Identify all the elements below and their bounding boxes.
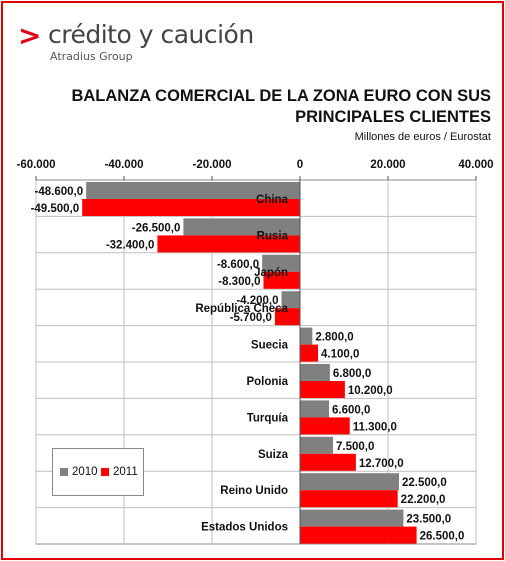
x-tick-label: -20.000 — [192, 159, 231, 171]
data-label-2010: 22.500,0 — [402, 477, 447, 489]
x-tick-label: 0 — [297, 159, 303, 171]
category-label: Turquía — [247, 412, 289, 424]
category-label: Rusia — [257, 230, 289, 242]
data-label-2011: 12.700,0 — [359, 458, 404, 470]
bar-2011 — [300, 453, 356, 471]
legend-item-2011: 2011 — [101, 466, 138, 478]
bar-2010 — [300, 400, 330, 418]
category-label: Estados Unidos — [201, 522, 288, 534]
data-label-2011: -8.300,0 — [218, 276, 260, 288]
data-label-2010: -48.600,0 — [35, 186, 84, 198]
legend-label-2011: 2011 — [113, 466, 138, 478]
data-label-2010: 7.500,0 — [336, 441, 374, 453]
bar-2010 — [300, 327, 313, 345]
x-tick-label: -40.000 — [104, 159, 143, 171]
data-label-2011: 22.200,0 — [401, 494, 446, 506]
bar-2011 — [300, 526, 417, 544]
data-label-2011: -5.700,0 — [230, 312, 272, 324]
legend-swatch-2011 — [101, 468, 109, 476]
brand-name: crédito y caución — [48, 20, 254, 49]
bar-2010 — [300, 436, 333, 454]
brand-subtitle: Atradius Group — [50, 50, 133, 63]
category-label: República Checa — [195, 303, 288, 315]
data-label-2010: 23.500,0 — [406, 514, 451, 526]
data-label-2010: -26.500,0 — [132, 222, 181, 234]
data-label-2011: -49.500,0 — [31, 203, 80, 215]
data-label-2010: 2.800,0 — [315, 332, 353, 344]
data-label-2011: 26.500,0 — [420, 531, 465, 543]
data-label-2011: 10.200,0 — [348, 385, 393, 397]
category-label: Polonia — [246, 376, 288, 388]
data-label-2010: 6.600,0 — [332, 404, 370, 416]
data-label-2011: 11.300,0 — [353, 421, 397, 433]
bar-2011 — [300, 417, 350, 435]
chart-subtitle: Millones de euros / Eurostat — [354, 131, 491, 143]
bar-2011 — [300, 381, 345, 398]
legend-label-2010: 2010 — [72, 466, 98, 478]
x-tick-label: 20.000 — [370, 159, 405, 171]
bar-2011 — [157, 235, 300, 253]
category-label: Suiza — [258, 449, 289, 461]
data-label-2010: -4.200,0 — [236, 295, 278, 307]
data-label-2010: -8.600,0 — [217, 259, 259, 271]
bar-2010 — [281, 291, 300, 309]
bar-2010 — [262, 254, 300, 272]
bar-2011 — [263, 271, 300, 289]
category-label: Japón — [254, 267, 288, 279]
data-label-2011: -32.400,0 — [106, 239, 155, 251]
category-label: Reino Unido — [220, 485, 288, 497]
category-label: Suecia — [251, 340, 289, 352]
bar-2010 — [300, 509, 404, 527]
legend: 2010 2011 — [52, 448, 144, 496]
bar-2011 — [300, 344, 319, 362]
legend-item-2010: 2010 — [60, 466, 98, 478]
category-label: China — [256, 194, 289, 206]
bar-2010 — [300, 364, 330, 381]
bar-2011 — [300, 490, 398, 508]
data-label-2010: 6.800,0 — [333, 368, 371, 380]
data-label-2011: 4.100,0 — [321, 349, 359, 361]
legend-swatch-2010 — [60, 468, 68, 476]
x-tick-label: -60.000 — [16, 159, 55, 171]
chart-title: BALANZA COMERCIAL DE LA ZONA EURO CON SU… — [71, 87, 491, 126]
bar-2011 — [82, 199, 300, 216]
x-tick-label: 40.000 — [458, 159, 493, 171]
bar-2011 — [274, 308, 300, 326]
bar-2010 — [86, 182, 300, 199]
brand-arrow-icon: > — [18, 19, 42, 52]
bar-2010 — [300, 473, 399, 491]
bar-2010 — [183, 218, 300, 236]
